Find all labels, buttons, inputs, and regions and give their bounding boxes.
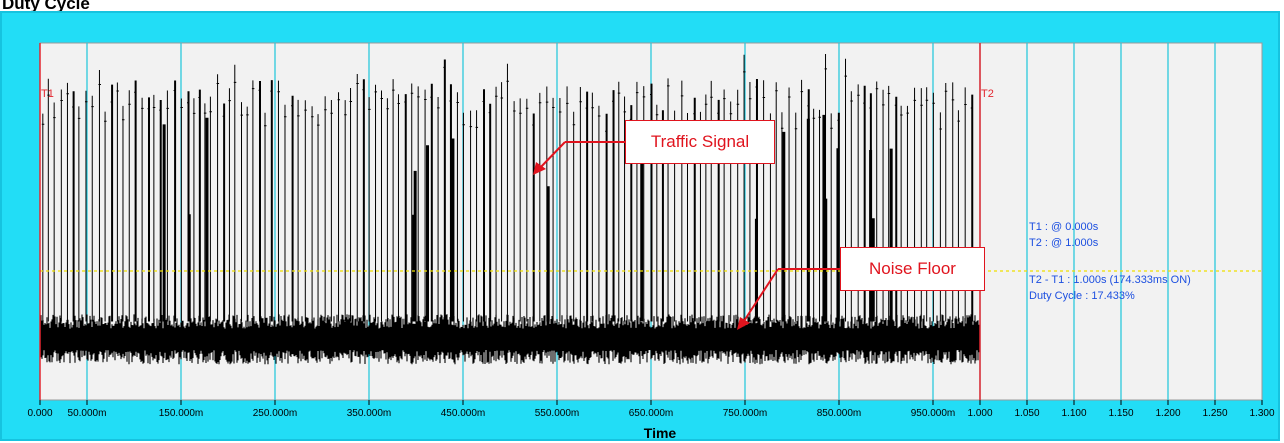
tick-label: 550.000m xyxy=(535,408,579,419)
t2-readout: T2 : @ 1.000s xyxy=(1029,237,1099,249)
noise-arrow-line xyxy=(741,268,779,325)
tick-label: 750.000m xyxy=(723,408,767,419)
traffic-arrow-head xyxy=(533,162,546,175)
tick-label: 1.300 xyxy=(1249,408,1274,419)
noise-floor-band xyxy=(40,314,980,365)
callout-arrows xyxy=(533,141,840,330)
t1-readout: T1 : @ 0.000s xyxy=(1029,221,1099,233)
tick-label: 650.000m xyxy=(629,408,673,419)
tick-label: 1.000 xyxy=(967,408,992,419)
x-axis-label: Time xyxy=(643,425,677,441)
tick-label: 50.000m xyxy=(68,408,107,419)
tick-label: 850.000m xyxy=(817,408,861,419)
tick-label: 350.000m xyxy=(347,408,391,419)
tick-label: 150.000m xyxy=(159,408,203,419)
noise-floor-callout: Noise Floor xyxy=(840,247,985,291)
cursor-t2-label: T2 xyxy=(981,88,994,100)
signal-trace xyxy=(40,54,980,365)
delta-readout: T2 - T1 : 1.000s (174.333ms ON) xyxy=(1029,274,1191,286)
tick-label: 1.100 xyxy=(1061,408,1086,419)
tick-label: 450.000m xyxy=(441,408,485,419)
chart-title: Duty Cycle xyxy=(2,0,90,13)
x-axis-ticks: 0.000 50.000m 150.000m 250.000m 350.000m 450.… xyxy=(27,400,1275,419)
noise-arrow-head xyxy=(737,317,750,330)
cursor-t1-label: T1 xyxy=(41,88,54,100)
tick-label: 1.050 xyxy=(1014,408,1039,419)
tick-label: 1.150 xyxy=(1108,408,1133,419)
traffic-signal-callout: Traffic Signal xyxy=(625,120,775,164)
duty-cycle-readout: Duty Cycle : 17.433% xyxy=(1029,290,1135,302)
traffic-bursts xyxy=(162,114,893,322)
cursor-lines: T1 T2 xyxy=(39,43,994,400)
traffic-arrow-line xyxy=(537,141,566,171)
tick-label: 1.250 xyxy=(1202,408,1227,419)
tick-label: 0.000 xyxy=(27,408,52,419)
tick-label: 950.000m xyxy=(911,408,955,419)
tick-label: 1.200 xyxy=(1155,408,1180,419)
tick-label: 250.000m xyxy=(253,408,297,419)
